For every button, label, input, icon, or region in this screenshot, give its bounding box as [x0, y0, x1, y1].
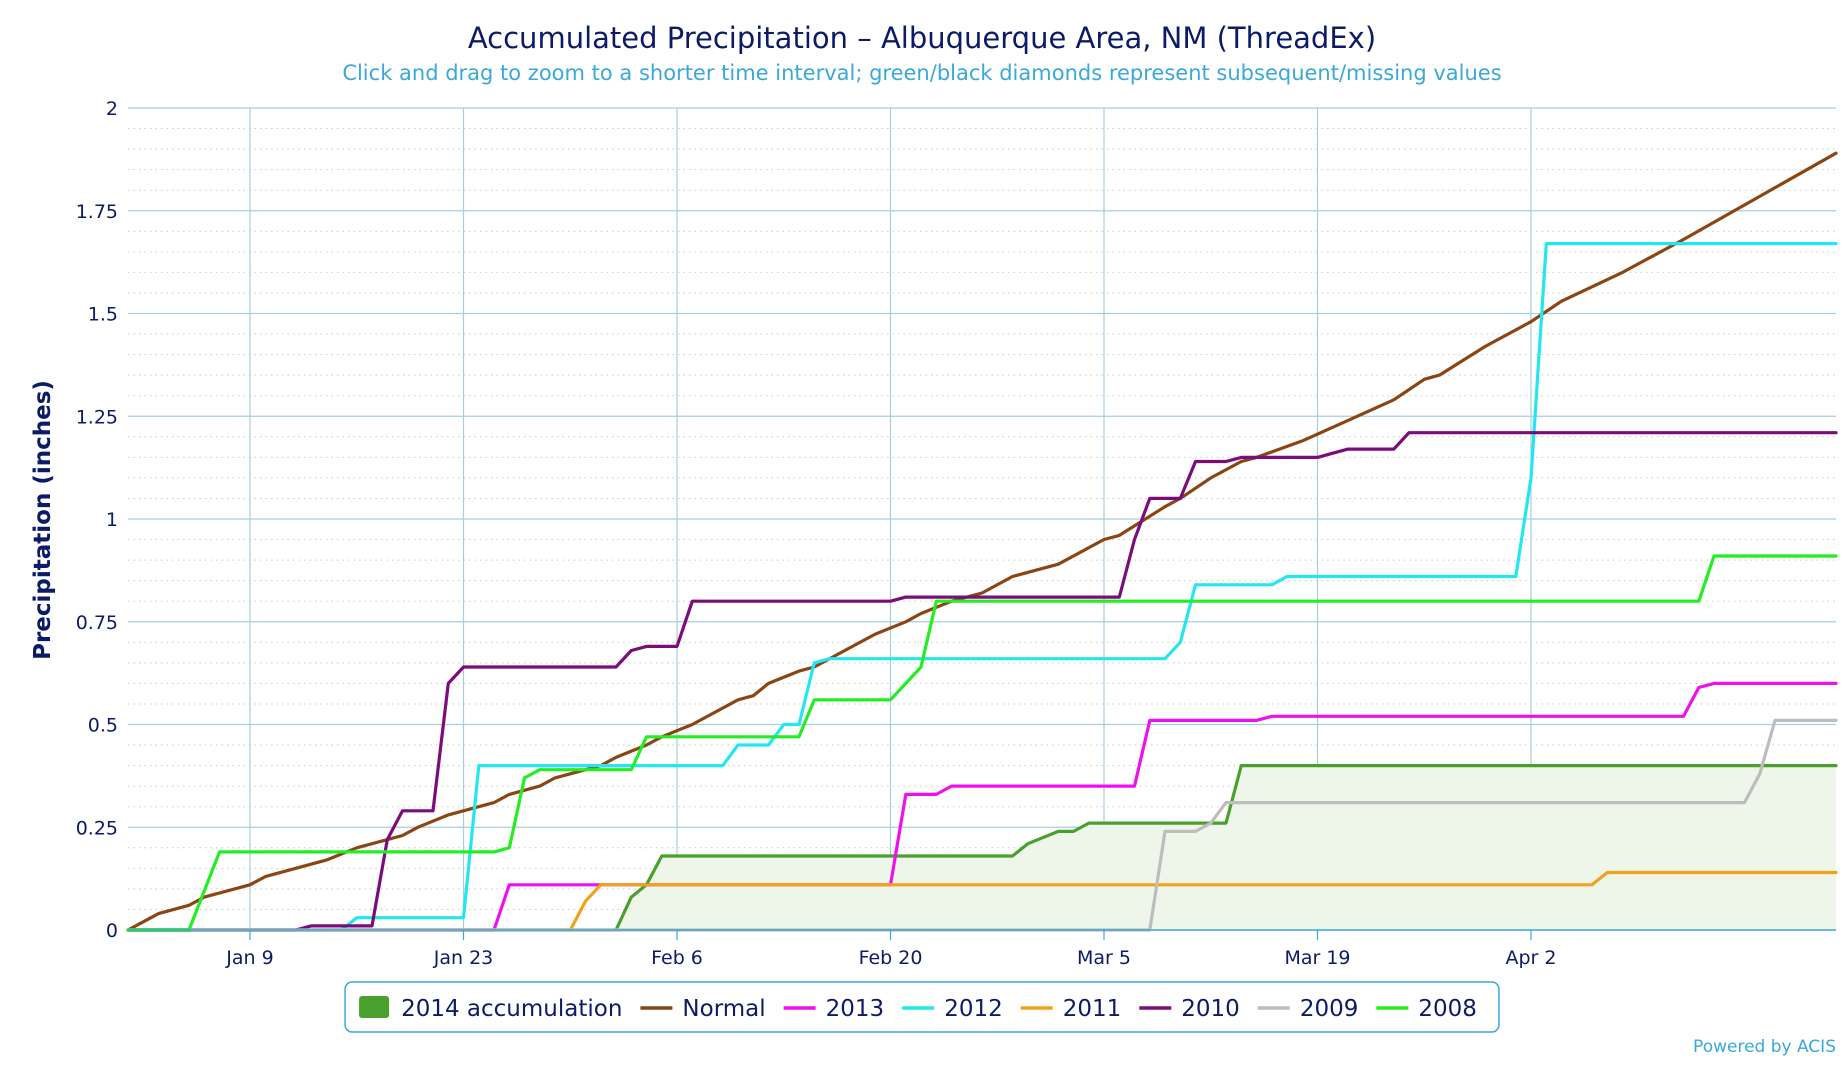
- series-line-7[interactable]: [126, 554, 1838, 932]
- series-layer: [126, 151, 1838, 932]
- y-tick-label: 0.5: [88, 715, 118, 737]
- legend-item-5[interactable]: 2010: [1139, 996, 1240, 1022]
- x-tick-label: Mar 5: [1077, 947, 1131, 969]
- legend-item-4[interactable]: 2011: [1020, 996, 1122, 1022]
- x-tick-labels: Jan 9 Jan 23 Feb 6 Feb 20 Mar 5 Mar 19 Apr 2: [225, 947, 1556, 969]
- axes: [128, 929, 1836, 940]
- series-line-0[interactable]: [126, 764, 1838, 932]
- chart-title: Accumulated Precipitation – Albuquerque …: [468, 21, 1376, 55]
- series-line-3[interactable]: [126, 242, 1838, 932]
- series-line-4[interactable]: [126, 870, 1838, 932]
- plot-grid: [128, 107, 1836, 931]
- y-tick-label: 1.75: [76, 201, 118, 223]
- legend-label: 2008: [1418, 996, 1477, 1022]
- y-axis-label: Precipitation (inches): [30, 380, 56, 660]
- legend-label: 2013: [826, 996, 885, 1022]
- legend-item-0[interactable]: 2014 accumulation: [359, 996, 622, 1022]
- legend-label: 2011: [1063, 996, 1122, 1022]
- legend-item-3[interactable]: 2012: [902, 996, 1003, 1022]
- powered-by-credit[interactable]: Powered by ACIS: [1693, 1037, 1836, 1057]
- y-tick-label: 1.25: [76, 406, 118, 428]
- legend-item-1[interactable]: Normal: [640, 996, 766, 1022]
- series-area-2014: [128, 765, 1836, 930]
- legend-label: 2010: [1181, 996, 1240, 1022]
- legend-item-6[interactable]: 2009: [1257, 996, 1359, 1022]
- y-tick-label: 0.75: [76, 612, 118, 634]
- y-tick-label: 0.25: [76, 817, 118, 839]
- legend-label: 2009: [1300, 996, 1359, 1022]
- legend-item-7[interactable]: 2008: [1376, 996, 1477, 1022]
- legend-label: 2014 accumulation: [401, 996, 622, 1022]
- legend: 2014 accumulation Normal 2013 2012 2011 2010 2…: [344, 981, 1500, 1033]
- chart-subtitle: Click and drag to zoom to a shorter time…: [342, 61, 1501, 85]
- y-tick-label: 0: [106, 920, 118, 942]
- legend-label: Normal: [682, 996, 765, 1022]
- y-tick-label: 2: [106, 98, 118, 120]
- x-tick-label: Feb 20: [859, 947, 923, 969]
- x-tick-label: Apr 2: [1506, 947, 1557, 969]
- x-tick-label: Jan 9: [225, 947, 273, 969]
- y-tick-label: 1: [106, 509, 118, 531]
- legend-label: 2012: [944, 996, 1003, 1022]
- series-line-2[interactable]: [126, 681, 1838, 932]
- x-tick-label: Jan 23: [433, 947, 494, 969]
- legend-swatch: [359, 996, 390, 1018]
- y-tick-label: 1.5: [88, 304, 118, 326]
- x-tick-label: Feb 6: [651, 947, 703, 969]
- area-layer: [128, 765, 1836, 930]
- legend-item-2[interactable]: 2013: [783, 996, 885, 1022]
- x-tick-label: Mar 19: [1284, 947, 1350, 969]
- y-tick-labels: 0 0.25 0.5 0.75 1 1.25 1.5 1.75 2: [76, 98, 118, 942]
- series-line-5[interactable]: [126, 431, 1838, 932]
